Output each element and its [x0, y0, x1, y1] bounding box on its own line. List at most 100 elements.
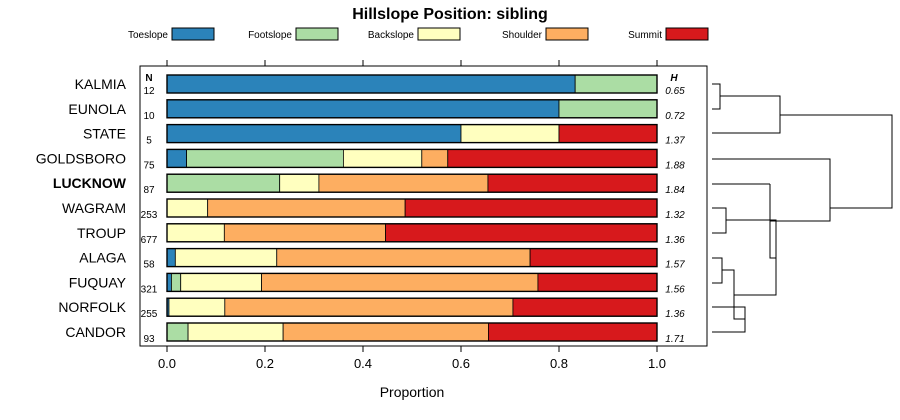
plot-panel: [139, 65, 708, 347]
h-value-troup: 1.36: [665, 235, 685, 246]
bars-group: [166, 74, 658, 342]
bar-outline-wagram: [166, 198, 658, 218]
bar-troup-summit: [385, 223, 658, 243]
bar-alaga-summit: [529, 248, 658, 268]
bar-lucknow-summit: [487, 173, 658, 193]
bar-outline-candor: [166, 322, 658, 342]
dendro-goldsboro: [712, 158, 831, 222]
category-label-kalmia: KALMIA: [75, 76, 127, 92]
bar-lucknow-shoulder: [318, 173, 489, 193]
x-tick-label: 0.2: [256, 356, 274, 371]
bar-kalmia-toeslope: [166, 74, 576, 94]
category-label-candor: CANDOR: [65, 324, 126, 340]
n-value-goldsboro: 75: [143, 160, 155, 171]
x-tick-label: 0.8: [550, 356, 568, 371]
bar-goldsboro-footslope: [186, 148, 344, 168]
bar-troup-backslope: [166, 223, 225, 243]
bar-outline-kalmia: [166, 74, 658, 94]
h-value-lucknow: 1.84: [665, 185, 685, 196]
bar-outline-troup: [166, 223, 658, 243]
dendro-wagram-troup: [712, 207, 727, 234]
bar-outline-alaga: [166, 247, 658, 268]
legend-swatch-summit: [665, 27, 709, 41]
bar-eunola-footslope: [558, 99, 658, 119]
dendro-alaga-fuquay: [712, 257, 723, 284]
bar-wagram-summit: [404, 198, 658, 218]
bar-norfolk-backslope: [168, 297, 226, 317]
bar-troup-shoulder: [223, 223, 386, 243]
category-label-norfolk: NORFOLK: [58, 299, 126, 315]
legend-swatch-shoulder: [545, 27, 589, 41]
n-value-kalmia: 12: [143, 86, 155, 97]
category-label-lucknow: LUCKNOW: [53, 175, 127, 191]
legend-label-shoulder: Shoulder: [502, 30, 543, 41]
h-value-eunola: 0.72: [665, 111, 685, 122]
category-label-goldsboro: GOLDSBORO: [36, 150, 126, 166]
bar-candor-backslope: [187, 322, 284, 342]
category-label-wagram: WAGRAM: [62, 200, 126, 216]
category-label-troup: TROUP: [77, 225, 126, 241]
bar-outline-state: [166, 123, 658, 144]
chart-title: Hillslope Position: sibling: [352, 6, 548, 23]
bar-goldsboro-shoulder: [421, 148, 449, 168]
dendro-lucknow-rest: [769, 184, 776, 259]
x-axis: 0.0 0.2 0.4 0.6 0.8 1.0: [158, 60, 666, 371]
h-value-candor: 1.71: [665, 334, 684, 345]
bar-outline-eunola: [166, 99, 658, 119]
h-value-state: 1.37: [665, 136, 685, 147]
bar-lucknow-backslope: [279, 173, 320, 193]
bar-fuquay-backslope: [180, 272, 262, 292]
n-value-norfolk: 255: [141, 309, 158, 320]
bar-norfolk-summit: [512, 297, 658, 317]
legend-label-summit: Summit: [628, 30, 662, 41]
row-labels: KALMIA 12 0.65 EUNOLA 10 0.72 STATE 5 1.37 GOLDSB…: [36, 76, 685, 345]
h-value-wagram: 1.32: [665, 210, 685, 221]
legend-swatch-toeslope: [171, 27, 215, 41]
bar-kalmia-footslope: [574, 74, 658, 94]
bar-alaga-toeslope: [166, 248, 176, 268]
bar-fuquay-summit: [537, 272, 658, 292]
x-tick-label: 0.0: [158, 356, 176, 371]
category-label-eunola: EUNOLA: [68, 101, 126, 117]
h-header: H: [670, 73, 678, 84]
x-tick-label: 0.6: [452, 356, 470, 371]
bar-alaga-backslope: [174, 248, 278, 268]
bar-alaga-shoulder: [276, 248, 531, 268]
bar-candor-summit: [488, 322, 658, 342]
legend-swatch-footslope: [295, 27, 339, 41]
bar-state-toeslope: [166, 124, 462, 143]
n-value-wagram: 253: [141, 210, 158, 221]
h-value-kalmia: 0.65: [665, 86, 685, 97]
bar-goldsboro-summit: [447, 148, 658, 168]
n-value-eunola: 10: [143, 111, 155, 122]
n-value-state: 5: [146, 136, 152, 147]
bar-outline-lucknow: [166, 173, 658, 193]
legend-swatch-backslope: [417, 27, 461, 41]
n-header: N: [145, 73, 152, 84]
category-label-fuquay: FUQUAY: [69, 274, 127, 290]
x-tick-label: 0.4: [354, 356, 372, 371]
category-label-state: STATE: [83, 126, 126, 142]
n-value-lucknow: 87: [143, 185, 155, 196]
bar-state-summit: [558, 124, 658, 143]
dendro-kalmia-eunola: [712, 83, 721, 110]
legend: Toeslope Footslope Backslope Shoulder Summit: [128, 27, 709, 41]
dendro-root: [780, 114, 893, 209]
h-value-alaga: 1.57: [665, 260, 685, 271]
bar-norfolk-shoulder: [224, 297, 514, 317]
dendro-ke-state: [712, 95, 781, 134]
bar-goldsboro-backslope: [342, 148, 423, 168]
n-value-troup: 677: [141, 235, 158, 246]
bar-wagram-shoulder: [207, 198, 406, 218]
dendrogram: [712, 83, 893, 333]
n-value-candor: 93: [143, 334, 155, 345]
bar-fuquay-shoulder: [261, 272, 539, 292]
legend-label-toeslope: Toeslope: [128, 30, 168, 41]
bar-outline-fuquay: [166, 272, 658, 293]
x-axis-title: Proportion: [380, 384, 445, 400]
h-value-norfolk: 1.36: [665, 309, 685, 320]
h-value-goldsboro: 1.88: [665, 160, 685, 171]
bar-candor-shoulder: [282, 322, 489, 342]
bar-candor-footslope: [166, 322, 189, 342]
